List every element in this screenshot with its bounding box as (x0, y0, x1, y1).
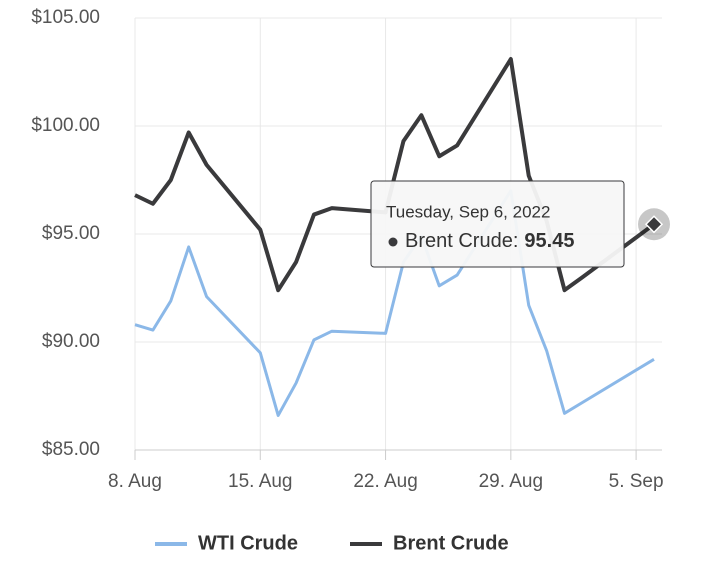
y-tick-label: $95.00 (42, 223, 100, 244)
tooltip-bullet (388, 237, 398, 247)
legend-label[interactable]: WTI Crude (198, 532, 298, 554)
x-tick-label: 15. Aug (228, 471, 292, 492)
x-tick-label: 8. Aug (108, 471, 162, 492)
y-tick-label: $105.00 (31, 7, 100, 28)
hover-marker (644, 215, 664, 234)
tooltip: Tuesday, Sep 6, 2022 Brent Crude: 95.45 (370, 180, 625, 268)
x-tick-label: 5. Sep (609, 471, 664, 492)
series-line (134, 189, 655, 417)
tooltip-text: Brent Crude: 95.45 (405, 230, 574, 252)
tooltip-value: 95.45 (524, 230, 574, 252)
y-tick-label: $85.00 (42, 439, 100, 460)
tooltip-title: Tuesday, Sep 6, 2022 (386, 202, 550, 221)
y-tick-label: $90.00 (42, 331, 100, 352)
tooltip-label: Brent Crude: (405, 230, 518, 252)
legend-label[interactable]: Brent Crude (393, 532, 509, 554)
x-tick-label: 29. Aug (479, 471, 543, 492)
tooltip-box (370, 180, 625, 268)
x-tick-label: 22. Aug (353, 471, 417, 492)
y-tick-label: $100.00 (31, 115, 100, 136)
